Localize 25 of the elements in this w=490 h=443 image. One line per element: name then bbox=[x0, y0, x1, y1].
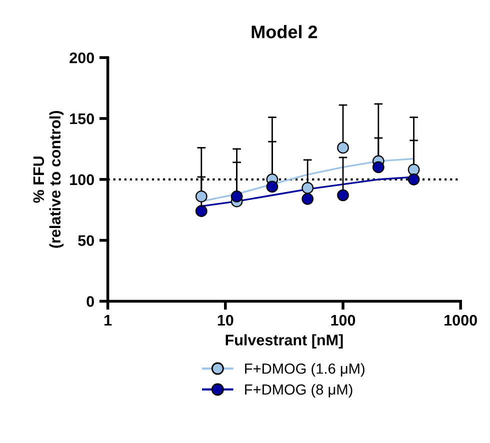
point bbox=[337, 189, 349, 202]
point bbox=[302, 182, 314, 194]
x-tick-label: 1 bbox=[104, 314, 112, 326]
point bbox=[302, 192, 314, 205]
point bbox=[195, 190, 208, 202]
point bbox=[337, 142, 349, 154]
x-axis-title: Fulvestrant [nM] bbox=[226, 334, 343, 348]
x-tick-label: 10 bbox=[218, 314, 234, 326]
point bbox=[372, 161, 384, 174]
x-tick-label: 1000 bbox=[444, 314, 477, 326]
point bbox=[266, 180, 278, 193]
y-axis-title: % FFU (relative to control) bbox=[33, 110, 64, 248]
legend-label: F+DMOG (8 μM) bbox=[245, 384, 352, 398]
x-tick-label: 100 bbox=[331, 314, 356, 326]
point bbox=[408, 173, 420, 186]
y-tick-label: 50 bbox=[78, 235, 94, 246]
point bbox=[195, 205, 208, 218]
chart-title: Model 2 bbox=[252, 25, 318, 38]
point bbox=[230, 190, 243, 202]
y-tick-label: 100 bbox=[70, 174, 94, 186]
y-tick-label: 0 bbox=[86, 296, 94, 307]
y-tick-label: 200 bbox=[70, 52, 94, 64]
legend-label: F+DMOG (1.6 μM) bbox=[245, 363, 364, 377]
point bbox=[408, 164, 420, 176]
y-tick-label: 150 bbox=[70, 113, 94, 124]
